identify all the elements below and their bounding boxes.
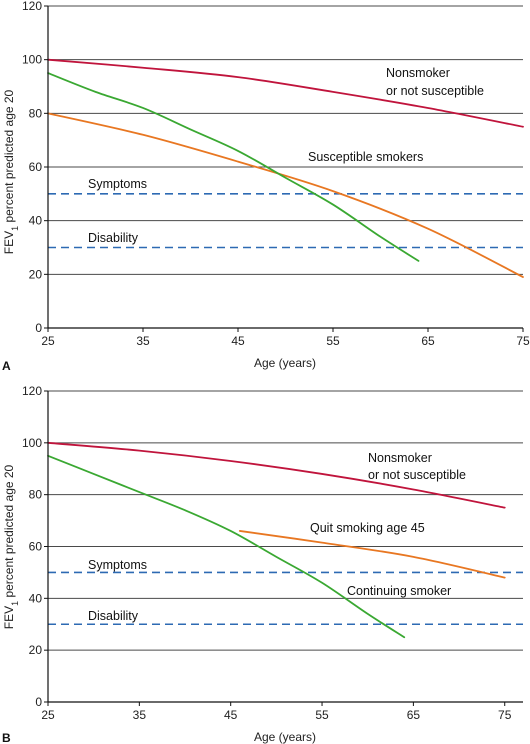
x-tick-label: 75: [498, 708, 512, 722]
annotation-continuing-smoker: Continuing smoker: [347, 584, 451, 598]
y-tick-label: 0: [35, 695, 42, 709]
y-axis-label: FEV1 percent predicted age 20: [2, 89, 20, 254]
y-tick-label: 0: [35, 321, 42, 335]
x-axis-label: Age (years): [254, 356, 316, 370]
panel-label: B: [2, 731, 11, 744]
y-tick-label: 40: [29, 214, 43, 228]
x-tick-label: 45: [224, 708, 238, 722]
y-tick-label: 20: [29, 267, 43, 281]
series-line-2: [47, 454, 406, 639]
series-line-1: [47, 441, 506, 509]
x-tick-label: 55: [315, 708, 329, 722]
y-tick-label: 80: [29, 106, 43, 120]
x-tick-label: 45: [231, 334, 245, 348]
x-tick-label: 55: [326, 334, 340, 348]
panel-label: A: [2, 359, 11, 373]
annotation-symptoms: Symptoms: [88, 558, 147, 572]
y-tick-label: 120: [22, 0, 42, 13]
x-tick-label: 35: [136, 334, 150, 348]
y-tick-label: 100: [22, 53, 42, 67]
annotation-disability: Disability: [88, 609, 139, 623]
y-tick-label: 60: [29, 540, 43, 554]
y-axis-label: FEV1 percent predicted age 20: [2, 464, 20, 629]
y-tick-label: 40: [29, 591, 43, 605]
x-axis-label: Age (years): [254, 730, 316, 744]
x-tick-label: 75: [516, 334, 530, 348]
y-tick-label: 80: [29, 488, 43, 502]
annotation-disability: Disability: [88, 231, 139, 245]
x-tick-label: 65: [421, 334, 435, 348]
series-line-3: [47, 72, 420, 262]
annotation-nonsmoker: Nonsmoker: [368, 451, 432, 465]
series-line-1: [47, 58, 524, 128]
y-tick-label: 120: [22, 384, 42, 398]
annotation-not-susceptible: or not susceptible: [368, 468, 466, 482]
series-line-2: [47, 112, 524, 278]
y-tick-label: 100: [22, 436, 42, 450]
x-tick-label: 35: [133, 708, 147, 722]
annotation-not-susceptible: or not susceptible: [386, 84, 484, 98]
annotation-symptoms: Symptoms: [88, 177, 147, 191]
series-line-3: [238, 530, 506, 579]
y-tick-label: 60: [29, 160, 43, 174]
x-tick-label: 25: [41, 708, 55, 722]
annotation-nonsmoker: Nonsmoker: [386, 66, 450, 80]
annotation-quit-smoking: Quit smoking age 45: [310, 521, 425, 535]
x-tick-label: 25: [41, 334, 55, 348]
y-tick-label: 20: [29, 643, 43, 657]
annotation-susceptible-smokers: Susceptible smokers: [308, 150, 423, 164]
x-tick-label: 65: [407, 708, 421, 722]
